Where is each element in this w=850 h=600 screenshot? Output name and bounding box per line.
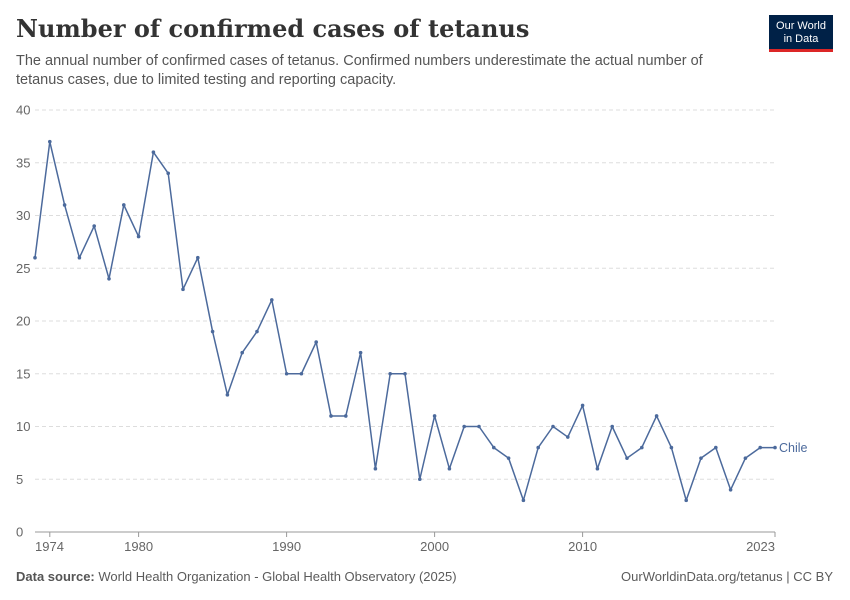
data-point-2012: [610, 424, 614, 429]
y-tick-label-0: 0: [16, 525, 23, 540]
chart-title: Number of confirmed cases of tetanus: [16, 14, 530, 43]
data-point-1976: [77, 255, 82, 260]
data-source-label: Data source:: [16, 569, 95, 584]
data-source-text[interactable]: World Health Organization - Global Healt…: [98, 569, 457, 584]
logo-line-2: in Data: [783, 33, 819, 45]
data-point-1993: [329, 414, 333, 418]
data-point-2020: [728, 488, 733, 492]
data-point-1981: [151, 150, 156, 154]
data-point-2019: [714, 445, 718, 450]
data-point-2016: [669, 445, 674, 450]
data-point-1996: [373, 466, 378, 471]
data-point-1977: [92, 224, 96, 228]
data-point-2022: [758, 445, 762, 450]
data-point-1994: [344, 414, 348, 418]
data-point-1989: [270, 298, 274, 302]
data-point-1984: [196, 255, 200, 260]
y-tick-label-20: 20: [16, 314, 30, 329]
data-point-2010: [580, 403, 585, 408]
data-point-2014: [640, 445, 644, 450]
data-point-2018: [699, 456, 703, 460]
data-point-1975: [62, 203, 67, 207]
data-point-1986: [225, 393, 230, 397]
y-tick-label-25: 25: [16, 261, 30, 276]
source-url[interactable]: OurWorldinData.org/tetanus | CC BY: [621, 569, 833, 584]
y-tick-label-10: 10: [16, 419, 30, 434]
data-point-1995: [358, 350, 363, 355]
data-point-2009: [566, 435, 570, 439]
data-point-2001: [447, 466, 452, 471]
x-tick-label-2023: 2023: [746, 539, 775, 554]
data-point-2011: [595, 466, 600, 471]
data-point-1990: [284, 371, 289, 376]
data-point-1973: [33, 255, 37, 260]
series-label-chile: Chile: [779, 441, 808, 455]
series-layer: Chile: [33, 139, 808, 503]
x-tick-label-1980: 1980: [124, 539, 153, 554]
data-point-2017: [684, 498, 688, 503]
data-point-1999: [418, 477, 422, 482]
owid-logo[interactable]: Our World in Data: [769, 15, 833, 52]
data-point-1978: [107, 277, 111, 281]
data-source: Data source: World Health Organization -…: [16, 569, 457, 584]
data-point-2008: [551, 424, 555, 429]
data-point-1982: [166, 171, 170, 176]
data-point-1998: [403, 371, 407, 376]
data-point-2015: [654, 414, 659, 418]
data-point-2004: [492, 445, 496, 450]
data-point-2023: [773, 445, 777, 450]
y-tick-label-40: 40: [16, 103, 30, 118]
data-point-1987: [240, 350, 244, 355]
data-point-1983: [181, 287, 185, 292]
data-point-2000: [432, 414, 437, 418]
data-point-2003: [477, 424, 481, 429]
data-point-2013: [625, 456, 629, 460]
x-tick-label-1974: 1974: [35, 539, 64, 554]
data-point-1974: [48, 139, 52, 144]
y-tick-label-15: 15: [16, 366, 30, 381]
x-tick-label-2010: 2010: [568, 539, 597, 554]
chart-subtitle: The annual number of confirmed cases of …: [16, 53, 703, 88]
y-tick-label-5: 5: [16, 472, 23, 487]
series-line-chile: [34, 140, 775, 502]
data-point-1988: [255, 329, 259, 334]
data-point-2006: [521, 498, 526, 503]
axis-layer: 0 5 10 15 20 25 30 35 40 1974 1980 1990 2000 2010 2023: [16, 103, 776, 554]
x-tick-label-2000: 2000: [420, 539, 449, 554]
data-point-1997: [388, 371, 393, 376]
data-point-2007: [536, 445, 540, 450]
data-point-1991: [299, 371, 304, 376]
data-point-2002: [462, 424, 467, 429]
logo-line-1: Our World: [776, 20, 826, 32]
data-point-1985: [210, 329, 215, 334]
data-point-2021: [743, 456, 748, 460]
data-point-2005: [506, 456, 511, 460]
data-point-1979: [122, 203, 126, 207]
grid-layer: [35, 109, 775, 480]
data-point-1980: [136, 234, 141, 239]
data-point-1992: [314, 340, 319, 344]
y-tick-label-35: 35: [16, 155, 30, 170]
y-tick-label-30: 30: [16, 208, 30, 223]
x-tick-label-1990: 1990: [272, 539, 301, 554]
